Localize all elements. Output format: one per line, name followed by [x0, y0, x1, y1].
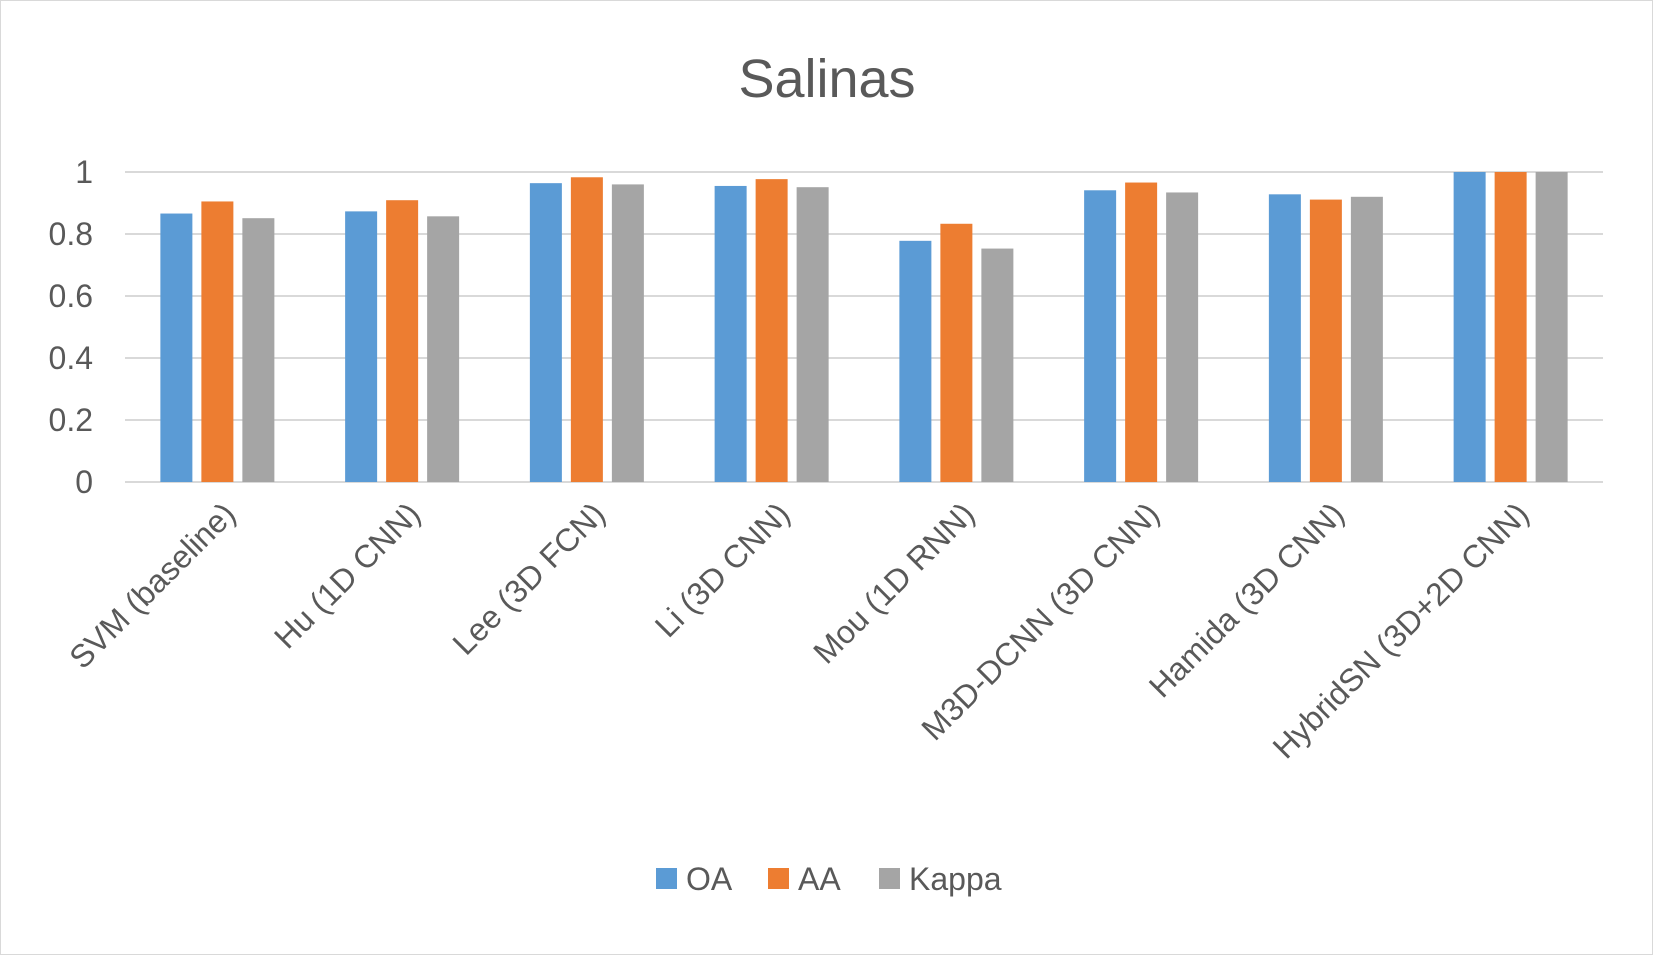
y-axis-ticks: 0 0.2 0.4 0.6 0.8 1 [49, 154, 93, 500]
y-tick-label: 0.6 [49, 278, 93, 314]
bar-oa-5 [1084, 190, 1117, 483]
category-label: Hu (1D CNN) [267, 495, 427, 655]
bar-kappa-2 [611, 184, 644, 482]
bar-aa-4 [940, 223, 973, 482]
y-tick-label: 0 [75, 464, 93, 500]
legend-swatch-oa [656, 868, 677, 889]
y-tick-label: 0.2 [49, 402, 93, 438]
bar-oa-1 [345, 211, 378, 482]
category-label: Lee (3D FCN) [446, 495, 612, 661]
bar-oa-0 [160, 213, 193, 483]
bar-aa-6 [1309, 199, 1342, 482]
y-tick-label: 0.8 [49, 216, 93, 252]
bar-aa-3 [755, 179, 788, 482]
bar-kappa-4 [981, 248, 1014, 482]
y-tick-label: 1 [75, 154, 93, 190]
legend-label-aa: AA [798, 861, 841, 897]
legend: OA AA Kappa [656, 861, 1002, 897]
category-labels: SVM (baseline) Hu (1D CNN) Lee (3D FCN) Li … [62, 495, 1535, 765]
bar-kappa-6 [1350, 196, 1383, 483]
legend-swatch-aa [768, 868, 789, 889]
bar-aa-1 [386, 200, 419, 482]
category-label: Hamida (3D CNN) [1142, 495, 1351, 704]
y-tick-label: 0.4 [49, 340, 93, 376]
bar-aa-0 [201, 201, 234, 482]
legend-label-oa: OA [686, 861, 733, 897]
legend-label-kappa: Kappa [909, 861, 1002, 897]
bar-kappa-5 [1166, 192, 1199, 482]
legend-swatch-kappa [879, 868, 900, 889]
chart-title: Salinas [738, 49, 915, 109]
bar-oa-3 [714, 185, 747, 482]
bar-aa-2 [570, 177, 603, 482]
bar-oa-6 [1268, 194, 1301, 482]
bar-kappa-0 [242, 218, 275, 482]
category-label: Li (3D CNN) [648, 495, 797, 644]
bar-kappa-1 [427, 216, 460, 482]
bar-aa-7 [1494, 172, 1527, 482]
bars [160, 172, 1568, 483]
bar-kappa-7 [1535, 172, 1568, 482]
bar-oa-2 [529, 183, 562, 482]
bar-kappa-3 [796, 187, 829, 482]
bar-aa-5 [1125, 182, 1158, 483]
category-label: SVM (baseline) [62, 495, 242, 675]
category-label: Mou (1D RNN) [806, 495, 981, 670]
bar-oa-4 [899, 240, 932, 482]
bar-oa-7 [1453, 172, 1486, 482]
